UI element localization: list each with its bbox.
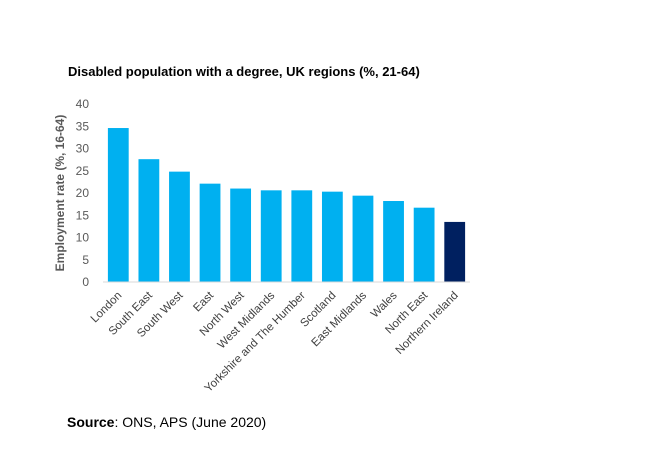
y-tick-label: 25 (76, 164, 90, 178)
bar-north-east (413, 207, 435, 282)
bar-east-midlands (352, 195, 374, 282)
bar-south-west (169, 171, 190, 282)
y-tick-label: 30 (76, 142, 90, 156)
bar-london (107, 128, 129, 282)
bar-west-midlands (260, 190, 282, 282)
bar-south-east (138, 159, 160, 282)
y-tick-label: 40 (76, 97, 90, 111)
bars (107, 128, 466, 282)
x-tick-label: East Midlands (310, 289, 370, 349)
source-label: Source (67, 414, 115, 430)
chart-title: Disabled population with a degree, UK re… (68, 64, 420, 79)
y-axis-title: Employment rate (%, 16-64) (53, 115, 67, 272)
y-tick-label: 20 (76, 186, 90, 200)
y-tick-label: 15 (76, 208, 90, 222)
bar-north-west (230, 188, 252, 282)
source-text: : ONS, APS (June 2020) (114, 414, 267, 430)
y-tick-label: 0 (82, 275, 89, 289)
bar-scotland (321, 191, 343, 282)
y-tick-label: 10 (76, 231, 90, 245)
bar-northern-ireland (444, 221, 466, 282)
source-note: Source: ONS, APS (June 2020) (67, 414, 266, 430)
bar-east (199, 183, 221, 282)
x-tick-label: East (191, 289, 216, 314)
bar-wales (383, 201, 404, 282)
bar-yorkshire-and-the-humber (291, 190, 313, 282)
y-axis-ticks: 0 5 10 15 20 25 30 35 40 (76, 97, 90, 289)
y-tick-label: 5 (82, 253, 89, 267)
y-tick-label: 35 (76, 119, 90, 133)
